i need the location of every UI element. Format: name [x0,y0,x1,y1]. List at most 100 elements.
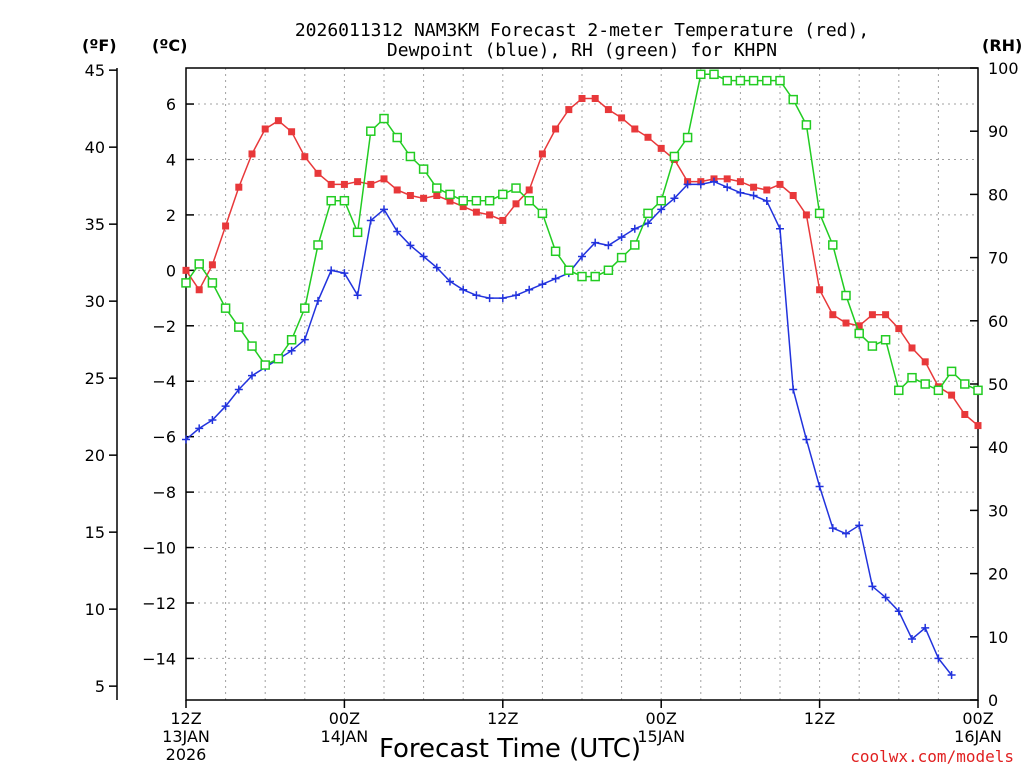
rh-tick-label: 70 [988,249,1008,268]
data-point [921,358,929,366]
data-point [630,240,640,250]
x-tick-label-year: 2026 [166,745,207,764]
data-point [802,211,810,219]
data-point [327,266,336,275]
data-point [828,240,838,250]
data-point [432,183,442,193]
data-point [234,322,244,332]
data-point [326,195,336,206]
celsius-tick-label: −6 [152,428,176,447]
data-point [327,180,335,188]
celsius-tick-label: 2 [166,206,176,225]
data-point [300,303,310,313]
data-point [814,208,825,219]
data-point [908,344,916,352]
rh-tick-label: 10 [988,628,1008,647]
data-point [286,335,297,345]
data-point [855,322,863,330]
x-tick-label-time: 00Z [962,709,993,728]
data-point [669,151,680,162]
data-point [801,120,812,130]
data-point [459,203,467,211]
data-point [195,286,203,294]
data-point [776,180,784,188]
data-point [393,227,402,236]
data-point [934,654,943,663]
data-point [419,252,428,261]
data-point [354,178,362,186]
celsius-tick-label: 0 [166,261,176,280]
data-point [749,191,758,200]
data-point [379,113,389,124]
data-point [366,216,375,225]
data-point [763,186,771,194]
data-point [815,482,824,491]
celsius-tick-label: −4 [152,372,176,391]
celsius-tick-label: −12 [142,594,176,613]
data-point [418,164,429,174]
data-point [842,529,850,538]
data-point [670,194,679,203]
chart-title-line1: 2026011312 NAM3KM Forecast 2-meter Tempe… [295,20,869,41]
data-point [565,106,573,114]
series-temperature [182,94,982,430]
data-point [618,114,626,122]
x-tick-label-date: 13JAN [162,727,210,746]
data-point [222,222,230,230]
data-point [235,183,243,191]
rh-tick-label: 0 [988,691,998,710]
data-point [551,274,560,283]
data-point [933,385,944,396]
data-point [499,216,507,224]
data-point [538,280,547,289]
data-point [867,341,878,351]
data-point [907,372,917,383]
data-point [736,178,744,186]
data-point [182,266,190,274]
data-point [380,175,388,183]
rh-tick-label: 40 [988,438,1008,457]
fahrenheit-tick-label: 30 [85,292,105,311]
data-point [182,435,190,444]
series-line [185,180,953,676]
data-point [603,265,614,275]
data-point [590,271,600,282]
rh-tick-label: 90 [988,122,1008,141]
fahrenheit-tick-label: 35 [85,215,105,234]
data-point [458,195,468,206]
data-point [485,294,494,303]
data-series [181,69,983,680]
data-point [789,192,797,200]
data-point [380,205,388,214]
data-point [498,294,507,303]
data-point [630,224,639,233]
data-point [880,335,891,345]
data-point [248,371,256,380]
plot-frame [185,67,979,701]
data-point [948,391,956,399]
data-point [643,208,653,219]
data-point [881,593,890,602]
x-tick-label-date: 16JAN [954,727,1002,746]
data-point [762,197,771,206]
data-point [657,205,666,214]
data-point [696,69,706,80]
data-point [260,360,270,370]
data-point [512,200,520,208]
data-point [750,183,758,191]
rh-tick-label: 60 [988,312,1008,331]
data-point [550,246,561,257]
data-point [736,188,745,197]
data-point [352,227,363,238]
data-point [300,335,309,344]
data-point [484,195,495,206]
data-point [564,265,574,275]
fahrenheit-tick-label: 45 [85,61,105,80]
data-point [829,311,837,319]
data-point [644,133,652,141]
data-point [882,311,890,319]
data-point [459,285,468,294]
data-point [788,94,798,105]
celsius-unit-label: (ºC) [152,36,187,55]
